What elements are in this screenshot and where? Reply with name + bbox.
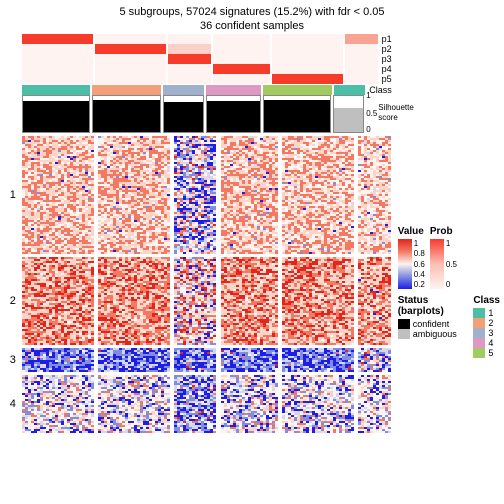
title-line-1: 5 subgroups, 57024 signatures (15.2%) wi… (4, 6, 500, 18)
heatmap-block (98, 257, 172, 345)
heatmap-block (98, 348, 172, 372)
heatmap-block (358, 257, 392, 345)
legends-panel: Value10.80.60.40.2 Prob10.50 Status (barpl… (392, 226, 500, 433)
p-annotation-row: p1 (22, 34, 392, 44)
heatmap-block (358, 348, 392, 372)
row-group-labels: 12 3 4 (4, 34, 22, 433)
row-group-label: 3 (4, 348, 22, 372)
probability-annotation-rows: p1p2p3p4p5 (22, 34, 392, 84)
heatmap-block (22, 375, 96, 433)
p-annotation-row: p3 (22, 54, 392, 64)
heatmap-block (282, 257, 356, 345)
title-line-2: 36 confident samples (4, 20, 500, 32)
heatmap-block (358, 375, 392, 433)
silhouette-axis: 10.50Silhouettescore (366, 95, 392, 133)
row-group-label: 4 (4, 375, 22, 433)
heatmap-row-groups (22, 136, 392, 433)
p-annotation-row: p5 (22, 74, 392, 84)
heatmap-block (98, 136, 172, 254)
heatmap-block (358, 136, 392, 254)
row-group-label: 1 (4, 136, 22, 254)
heatmap-block (221, 375, 280, 433)
heatmap-block (98, 375, 172, 433)
heatmap-block (282, 136, 356, 254)
legend-value: Value10.80.60.40.2 (398, 226, 424, 289)
heatmap-block (174, 136, 219, 254)
class-annotation-row: Class (22, 85, 392, 95)
heatmap-zone: p1p2p3p4p5 Class 10.50Silhouettescore (22, 34, 392, 433)
silhouette-barplot-row: 10.50Silhouettescore (22, 95, 392, 133)
heatmap-block (221, 348, 280, 372)
heatmap-block (282, 375, 356, 433)
class-row-label: Class (369, 85, 392, 95)
heatmap-block (174, 375, 219, 433)
p-row-label: p2 (382, 44, 392, 54)
row-group-label: 2 (4, 257, 22, 345)
heatmap-block (174, 348, 219, 372)
heatmap-row-group (22, 136, 392, 254)
heatmap-row-group (22, 375, 392, 433)
p-row-label: p3 (382, 54, 392, 64)
p-row-label: p1 (382, 34, 392, 44)
p-row-label: p4 (382, 64, 392, 74)
p-annotation-row: p2 (22, 44, 392, 54)
heatmap-row-group (22, 348, 392, 372)
heatmap-block (22, 136, 96, 254)
p-row-label: p5 (382, 74, 392, 84)
heatmap-block (174, 257, 219, 345)
legend-prob: Prob10.50 (430, 226, 453, 289)
heatmap-block (221, 257, 280, 345)
heatmap-block (22, 348, 96, 372)
heatmap-block (282, 348, 356, 372)
legend-class: Class12345 (473, 295, 500, 358)
heatmap-block (221, 136, 280, 254)
heatmap-block (22, 257, 96, 345)
heatmap-row-group (22, 257, 392, 345)
p-annotation-row: p4 (22, 64, 392, 74)
main-area: 12 3 4 p1p2p3p4p5 Class 10.50Silhouettesco… (4, 34, 500, 433)
legend-status-barplots-: Status (barplots)confidentambiguous (398, 295, 468, 358)
